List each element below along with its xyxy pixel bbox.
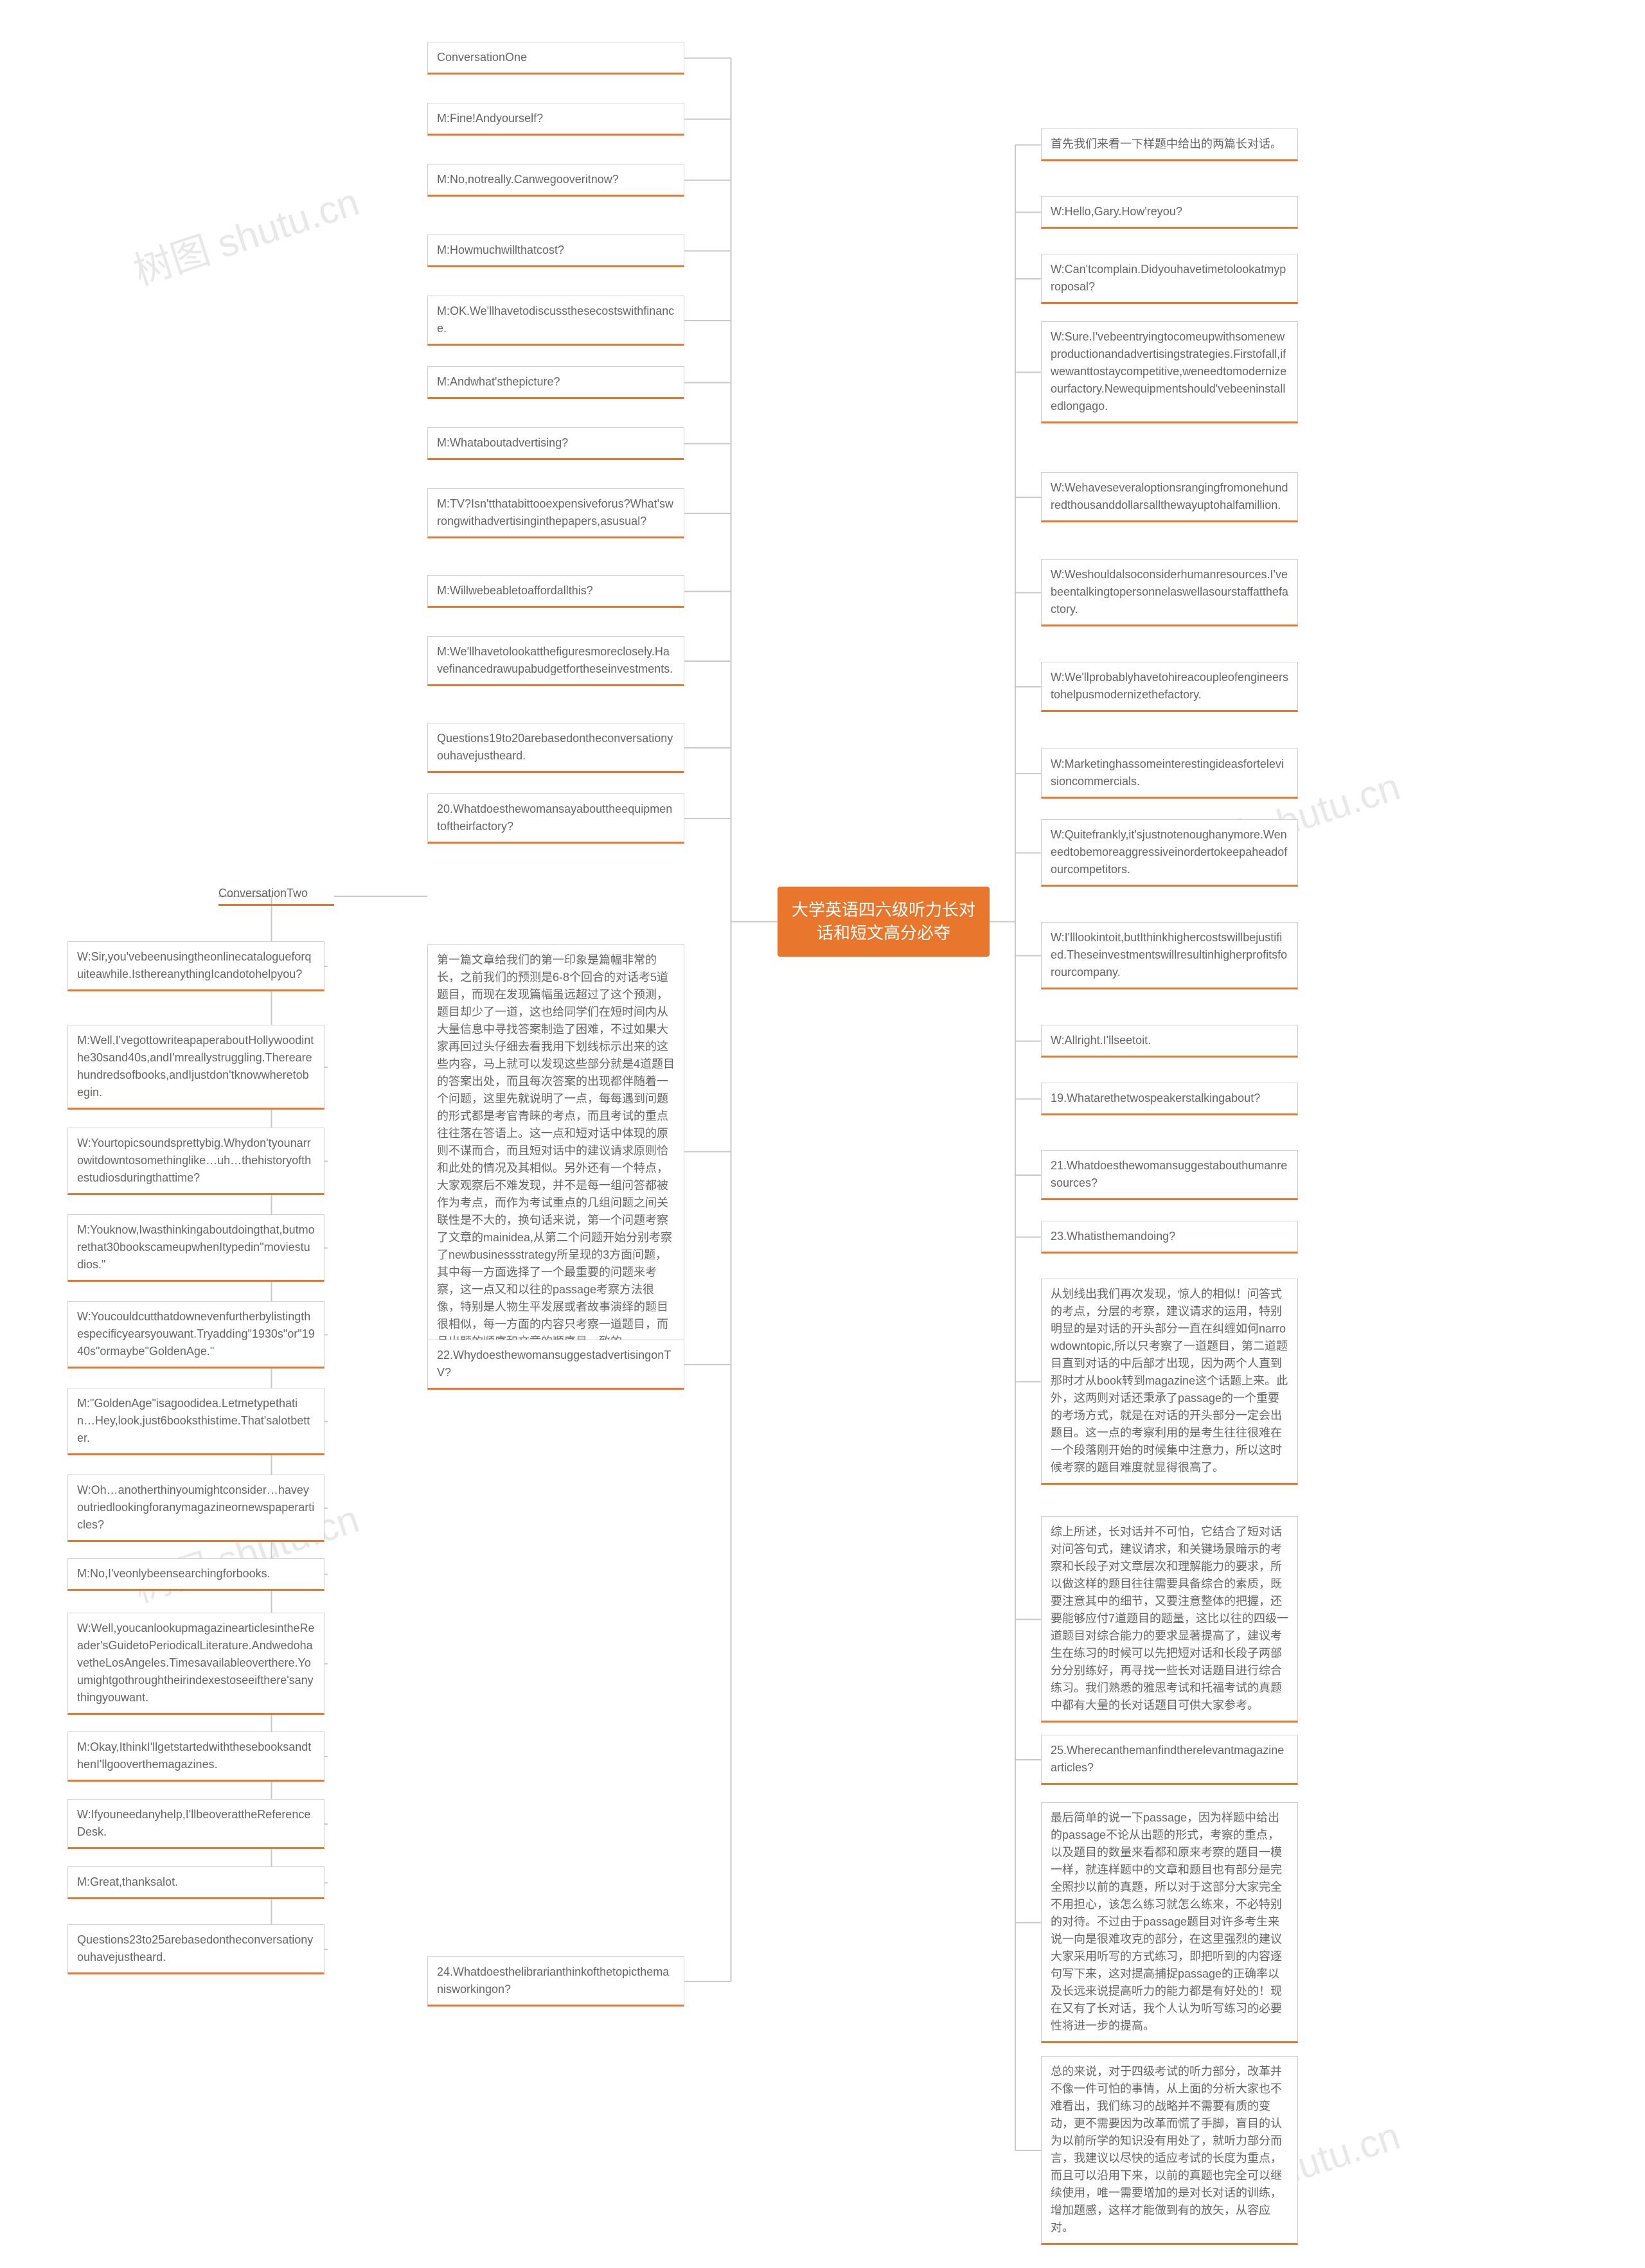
mindmap-node: 从划线出我们再次发现，惊人的相似！问答式的考点，分层的考察，建议请求的运用，特别… xyxy=(1041,1279,1298,1485)
mindmap-node: M:Howmuchwillthatcost? xyxy=(427,235,684,267)
mindmap-node: M:Well,I'vegottowriteapaperaboutHollywoo… xyxy=(67,1025,325,1110)
mindmap-node: 21.Whatdoesthewomansuggestabouthumanreso… xyxy=(1041,1150,1298,1200)
mindmap-node: W:Youcouldcutthatdownevenfurtherbylistin… xyxy=(67,1301,325,1369)
mindmap-node: W:Weshouldalsoconsiderhumanresources.I'v… xyxy=(1041,559,1298,626)
mindmap-node: M:"GoldenAge"isagoodidea.Letmetypethatin… xyxy=(67,1388,325,1455)
mindmap-node: W:Allright.I'llseetoit. xyxy=(1041,1025,1298,1058)
mindmap-node: 最后简单的说一下passage，因为样题中给出的passage不论从出题的形式，… xyxy=(1041,1802,1298,2043)
mindmap-node: 首先我们来看一下样题中给出的两篇长对话。 xyxy=(1041,128,1298,161)
mindmap-node: W:I'lllookintoit,butIthinkhighercostswil… xyxy=(1041,922,1298,989)
mindmap-node: W:Oh…anotherthinyoumightconsider…haveyou… xyxy=(67,1475,325,1542)
mindmap-node: W:Sure.I'vebeentryingtocomeupwithsomenew… xyxy=(1041,321,1298,423)
mindmap-node: ConversationTwo xyxy=(218,887,334,906)
mindmap-node: M:Willwebeabletoaffordallthis? xyxy=(427,575,684,608)
mindmap-node: 综上所述，长对话并不可怕，它结合了短对话对问答句式，建议请求，和关键场景暗示的考… xyxy=(1041,1516,1298,1723)
mindmap-node: Questions23to25arebasedontheconversation… xyxy=(67,1924,325,1974)
mindmap-node: W:Quitefrankly,it'sjustnotenoughanymore.… xyxy=(1041,819,1298,887)
mindmap-root: 大学英语四六级听力长对话和短文高分必夺 xyxy=(778,887,990,957)
mindmap-node: M:We'llhavetolookatthefiguresmoreclosely… xyxy=(427,636,684,686)
mindmap-node: W:Wehaveseveraloptionsrangingfromonehund… xyxy=(1041,472,1298,522)
mindmap-node: W:Yourtopicsoundsprettybig.Whydon'tyouna… xyxy=(67,1128,325,1195)
mindmap-node: W:Can'tcomplain.Didyouhavetimetolookatmy… xyxy=(1041,254,1298,304)
mindmap-node: M:No,notreally.Canwegooveritnow? xyxy=(427,164,684,197)
mindmap-node: M:Okay,IthinkI'llgetstartedwiththesebook… xyxy=(67,1732,325,1782)
mindmap-node: M:No,I'veonlybeensearchingforbooks. xyxy=(67,1558,325,1591)
mindmap-node: 第一篇文章给我们的第一印象是篇幅非常的长，之前我们的预测是6-8个回合的对话考5… xyxy=(427,944,684,1359)
mindmap-node: W:Sir,you'vebeenusingtheonlinecataloguef… xyxy=(67,941,325,991)
mindmap-node: M:TV?Isn'tthatabittooexpensiveforus?What… xyxy=(427,488,684,538)
mindmap-node: 总的来说，对于四级考试的听力部分，改革并不像一件可怕的事情，从上面的分析大家也不… xyxy=(1041,2056,1298,2245)
mindmap-node: W:We'llprobablyhavetohireacoupleofengine… xyxy=(1041,662,1298,712)
mindmap-node: W:Ifyouneedanyhelp,I'llbeoverattheRefere… xyxy=(67,1799,325,1849)
mindmap-node: ConversationOne xyxy=(427,42,684,75)
mindmap-node: W:Hello,Gary.How'reyou? xyxy=(1041,196,1298,229)
mindmap-node: 20.Whatdoesthewomansayabouttheequipmento… xyxy=(427,793,684,844)
mindmap-node: 19.Whatarethetwospeakerstalkingabout? xyxy=(1041,1083,1298,1115)
mindmap-node: 22.WhydoesthewomansuggestadvertisingonTV… xyxy=(427,1340,684,1390)
mindmap-node: 25.Wherecanthemanfindtherelevantmagazine… xyxy=(1041,1735,1298,1785)
mindmap-node: M:Fine!Andyourself? xyxy=(427,103,684,136)
mindmap-node: M:OK.We'llhavetodiscussthesecostswithfin… xyxy=(427,296,684,346)
mindmap-node: M:Andwhat'sthepicture? xyxy=(427,366,684,399)
mindmap-node: M:Great,thanksalot. xyxy=(67,1866,325,1899)
mindmap-node: 23.Whatisthemandoing? xyxy=(1041,1221,1298,1254)
mindmap-node: 24.Whatdoesthelibrarianthinkofthetopicth… xyxy=(427,1956,684,2007)
watermark: 树图 shutu.cn xyxy=(125,171,365,296)
mindmap-node: M:Youknow,Iwasthinkingaboutdoingthat,but… xyxy=(67,1214,325,1282)
mindmap-node: Questions19to20arebasedontheconversation… xyxy=(427,723,684,773)
mindmap-node: W:Well,youcanlookupmagazinearticlesinthe… xyxy=(67,1613,325,1715)
mindmap-node: M:Whataboutadvertising? xyxy=(427,427,684,460)
mindmap-node: W:Marketinghassomeinterestingideasfortel… xyxy=(1041,749,1298,799)
